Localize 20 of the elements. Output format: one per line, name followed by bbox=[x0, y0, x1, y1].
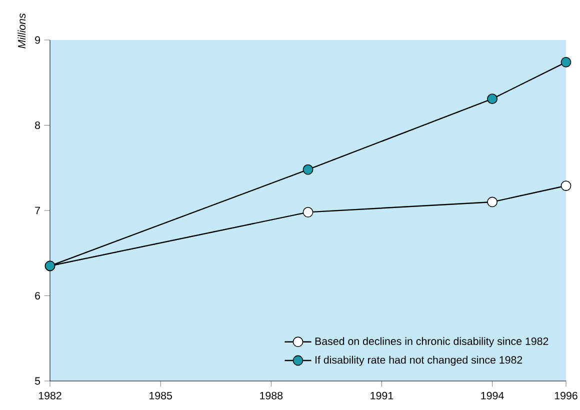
x-tick-label: 1996 bbox=[554, 392, 578, 400]
x-tick-label: 1988 bbox=[260, 392, 283, 400]
legend-label: Based on declines in chronic disability since 1982 bbox=[315, 337, 548, 348]
point bbox=[302, 164, 314, 175]
x-tick-label: 1991 bbox=[370, 392, 394, 400]
x-tick-label: 1982 bbox=[38, 392, 62, 400]
point bbox=[560, 56, 572, 68]
y-tick-label: 9 bbox=[35, 36, 40, 44]
x-tick-label: 1985 bbox=[150, 392, 172, 400]
legend-label: If disability rate had not changed since 1982 bbox=[316, 356, 522, 366]
point bbox=[487, 94, 498, 104]
y-tick-label: 6 bbox=[35, 292, 40, 300]
point bbox=[560, 180, 572, 191]
point bbox=[302, 207, 314, 218]
y-tick-label: 7 bbox=[35, 206, 40, 214]
x-tick-label: 1994 bbox=[481, 392, 504, 400]
y-tick-label: 8 bbox=[35, 121, 40, 130]
y-tick-label: 5 bbox=[34, 377, 40, 385]
y-axis-title: Millions bbox=[18, 13, 26, 48]
point bbox=[487, 196, 498, 208]
